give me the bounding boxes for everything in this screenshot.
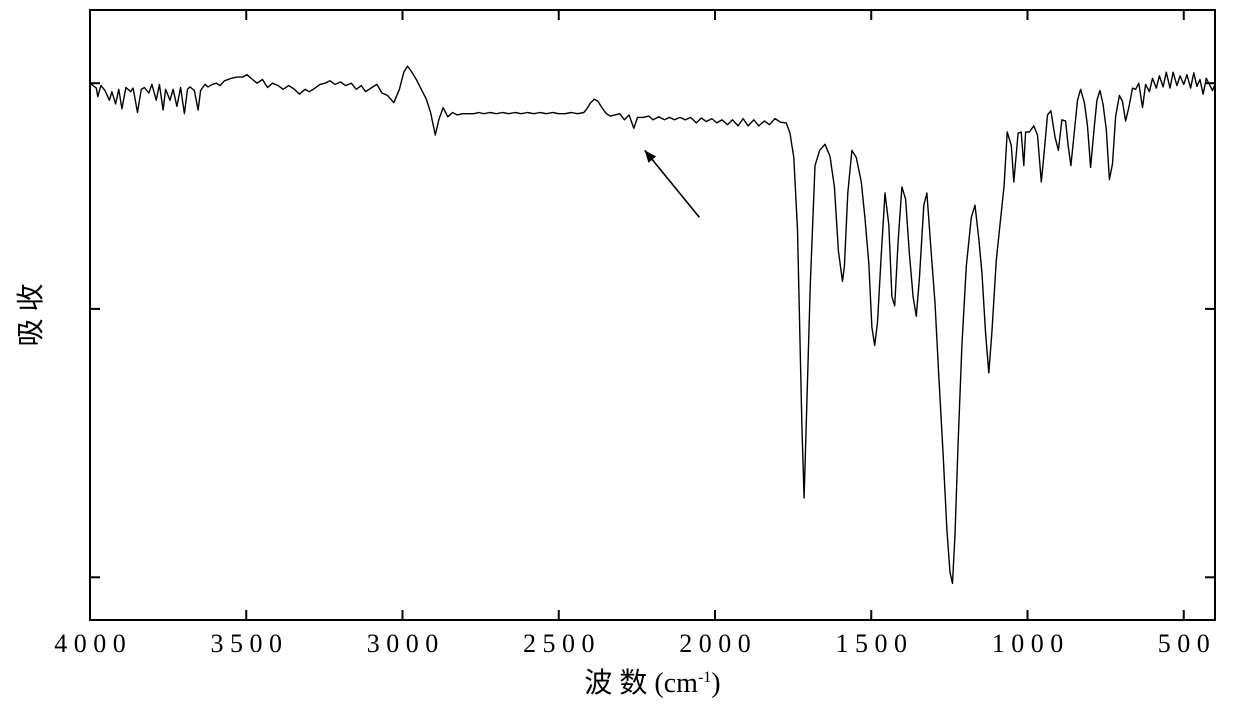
plot-frame <box>90 10 1215 620</box>
x-tick-label: 1 5 0 0 <box>836 629 908 658</box>
x-axis-label: 波 数 (cm-1) <box>584 667 720 699</box>
y-axis-label: 吸 收 <box>15 283 47 346</box>
annotation-arrow <box>645 150 700 217</box>
x-tick-label: 3 0 0 0 <box>367 629 439 658</box>
x-tick-label: 5 0 0 <box>1158 629 1210 658</box>
spectrum-line <box>90 66 1215 583</box>
ir-spectrum-chart: 4 0 0 0 3 5 0 0 3 0 0 0 2 5 0 0 2 0 0 0 1 5 0… <box>0 0 1240 728</box>
x-tick-label: 3 5 0 0 <box>211 629 283 658</box>
annotation-arrowhead <box>645 150 656 162</box>
chart-container: 4 0 0 0 3 5 0 0 3 0 0 0 2 5 0 0 2 0 0 0 1 5 0… <box>0 0 1240 728</box>
x-tick-label: 2 0 0 0 <box>679 629 751 658</box>
x-tick-label: 1 0 0 0 <box>992 629 1064 658</box>
x-tick-label: 2 5 0 0 <box>523 629 595 658</box>
x-tick-label: 4 0 0 0 <box>54 629 126 658</box>
